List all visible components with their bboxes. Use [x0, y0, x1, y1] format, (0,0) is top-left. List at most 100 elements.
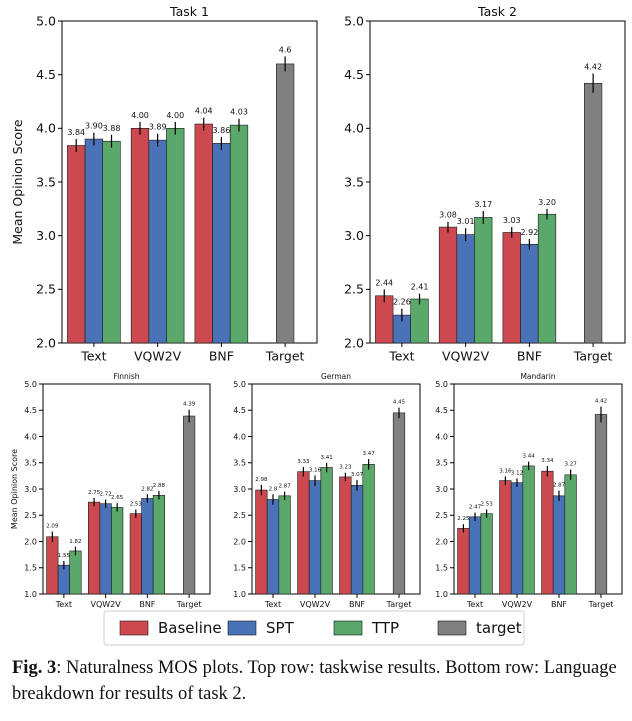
baseline-vqw2v-value-label: 4.00 [131, 111, 149, 120]
x-tick-label: VQW2V [134, 348, 182, 363]
spt-text-value-label: 2.26 [393, 298, 411, 307]
baseline-bnf-bar [541, 470, 554, 595]
spt-vqw2v-value-label: 3.01 [457, 217, 475, 226]
ttp-text-bar [69, 550, 82, 595]
baseline-bnf-value-label: 4.04 [195, 107, 213, 116]
caption-text: : Naturalness MOS plots. Top row: taskwi… [12, 658, 617, 704]
baseline-text-value-label: 2.44 [375, 278, 393, 287]
y-tick-label: 4.0 [36, 121, 56, 136]
x-tick-label: Target [265, 348, 305, 363]
ttp-bnf-value-label: 3.27 [564, 462, 577, 468]
spt-bnf-value-label: 3.86 [212, 126, 230, 135]
y-tick-label: 1.5 [435, 564, 448, 573]
ttp-text-bar [278, 495, 291, 595]
target-bar [584, 82, 603, 344]
y-tick-label: 5.0 [233, 380, 246, 389]
baseline-text-bar [255, 489, 268, 595]
y-tick-label: 3.5 [36, 174, 56, 189]
baseline-bnf-value-label: 3.34 [541, 458, 554, 464]
spt-vqw2v-bar [99, 503, 112, 595]
spt-text-value-label: 2.8 [269, 486, 278, 492]
y-tick-label: 2.0 [344, 335, 364, 350]
ttp-vqw2v-bar [166, 128, 185, 344]
baseline-vqw2v-value-label: 3.33 [297, 459, 310, 465]
y-tick-label: 4.5 [36, 67, 56, 82]
ttp-bnf-value-label: 3.20 [538, 198, 556, 207]
spt-bnf-bar [212, 143, 231, 344]
legend-swatch-baseline [119, 620, 149, 636]
y-tick-label: 3.0 [24, 485, 37, 494]
chart-task-1: Task 1 2.0 2.5 3.0 3.5 4.0 4.5 5.0 Mean Opinion … [10, 4, 318, 363]
y-tick-label: 1.5 [233, 564, 246, 573]
spt-bnf-bar [520, 243, 539, 344]
ttp-bnf-bar [229, 124, 249, 344]
spt-vqw2v-bar [510, 482, 524, 595]
ttp-vqw2v-value-label: 4.00 [166, 111, 184, 120]
target-value-label: 4.6 [279, 45, 292, 54]
spt-bnf-bar [350, 485, 364, 595]
baseline-vqw2v-value-label: 3.08 [439, 211, 457, 220]
baseline-text-bar [67, 145, 86, 344]
x-tick-label: Target [573, 348, 613, 363]
ttp-text-bar [102, 140, 121, 344]
baseline-vqw2v-bar [499, 480, 512, 595]
legend-label-baseline: Baseline [158, 619, 222, 637]
spt-bnf-bar [141, 498, 154, 595]
chart-title: Mandarin [520, 372, 555, 381]
baseline-vqw2v-bar [130, 128, 150, 344]
legend-swatch-spt [227, 620, 257, 636]
spt-text-value-label: 3.90 [85, 122, 103, 131]
x-tick-label: BNF [349, 600, 365, 609]
spt-text-bar [57, 564, 70, 595]
x-tick-label: VQW2V [502, 600, 533, 609]
spt-vqw2v-bar [456, 234, 475, 344]
spt-text-bar [84, 138, 103, 344]
ttp-vqw2v-bar [320, 467, 333, 595]
baseline-bnf-value-label: 2.53 [130, 501, 143, 507]
figure-canvas: Task 1 2.0 2.5 3.0 3.5 4.0 4.5 5.0 Mean Opinion … [10, 4, 626, 646]
spt-bnf-value-label: 3.07 [351, 472, 364, 478]
ttp-text-value-label: 1.82 [69, 539, 81, 545]
y-tick-label: 3.0 [435, 485, 448, 494]
x-tick-label: VQW2V [91, 600, 122, 609]
x-tick-label: Text [55, 600, 72, 609]
baseline-bnf-value-label: 3.23 [339, 465, 352, 471]
x-tick-label: BNF [209, 348, 234, 363]
chart-finnish: Finnish 1.0 1.5 2.0 2.5 3.0 3.5 4.0 4.5 5.0 Mean O… [10, 372, 211, 609]
y-tick-label: 2.0 [24, 537, 37, 546]
chart-mandarin: Mandarin 1.0 1.5 2.0 2.5 3.0 3.5 4.0 4.5 5.0 Text 2… [435, 372, 623, 609]
charts-layer: Task 1 2.0 2.5 3.0 3.5 4.0 4.5 5.0 Mean Opinion … [10, 4, 626, 609]
ttp-vqw2v-value-label: 3.44 [522, 454, 535, 460]
legend: Baseline SPT TTP target [103, 610, 525, 646]
ttp-text-value-label: 2.41 [411, 283, 429, 292]
baseline-text-bar [46, 536, 59, 595]
baseline-bnf-bar [339, 476, 352, 595]
target-value-label: 4.45 [393, 400, 406, 406]
figure-caption: Fig. 3: Naturalness MOS plots. Top row: … [12, 655, 622, 707]
ttp-vqw2v-value-label: 2.65 [111, 495, 124, 501]
baseline-text-bar [375, 295, 394, 344]
y-tick-label: 2.0 [233, 537, 246, 546]
y-tick-label: 4.5 [435, 406, 448, 415]
y-tick-label: 2.0 [36, 335, 56, 350]
baseline-text-bar [457, 528, 470, 595]
spt-bnf-bar [552, 495, 566, 595]
baseline-vqw2v-value-label: 3.16 [499, 468, 512, 474]
spt-vqw2v-value-label: 2.72 [100, 492, 112, 498]
y-tick-label: 3.5 [233, 459, 246, 468]
ttp-vqw2v-bar [111, 507, 124, 595]
baseline-vqw2v-bar [87, 501, 101, 595]
y-tick-label: 4.0 [24, 432, 37, 441]
y-tick-label: 3.5 [344, 174, 364, 189]
target-value-label: 4.42 [584, 63, 602, 72]
baseline-vqw2v-bar [438, 226, 458, 344]
y-tick-label: 5.0 [344, 13, 364, 28]
ttp-text-value-label: 2.53 [480, 501, 493, 507]
chart-title: Finnish [113, 372, 139, 381]
legend-swatch-target [437, 620, 467, 636]
x-tick-label: Text [264, 600, 281, 609]
x-tick-label: Target [176, 600, 202, 609]
baseline-vqw2v-value-label: 2.75 [88, 490, 101, 496]
spt-vqw2v-value-label: 3.12 [511, 471, 523, 477]
ttp-text-bar [410, 298, 429, 344]
